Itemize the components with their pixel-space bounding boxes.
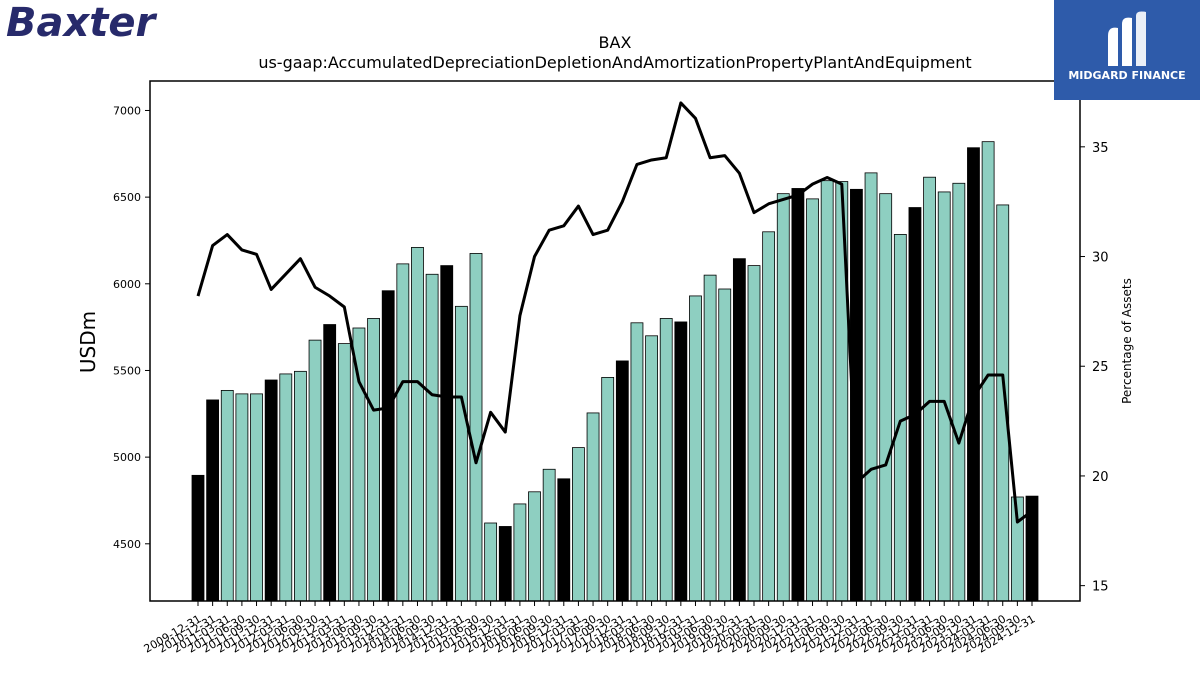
bar-2018-03-31 [630, 322, 644, 602]
chart-title: BAX [599, 33, 632, 52]
bar-2021-03-31 [806, 198, 819, 602]
bar-2017-03-31 [572, 447, 585, 602]
bar-2011-09-30 [250, 393, 263, 602]
bar-2013-06-30 [352, 327, 366, 602]
bar-2023-09-30 [952, 182, 966, 602]
bar-2019-12-31 [732, 258, 746, 602]
midgard-finance-label: MIDGARD FINANCE [1068, 69, 1186, 82]
bar-2017-06-30 [586, 412, 600, 602]
y2-tick-label: 35 [1092, 141, 1109, 156]
y-tick-label: 5500 [113, 364, 141, 377]
bar-2015-03-31 [454, 305, 468, 602]
bar-2012-06-30 [294, 370, 307, 602]
bar-2014-09-30 [425, 273, 439, 602]
chart-subtitle: us-gaap:AccumulatedDepreciationDepletion… [258, 53, 971, 72]
bar-2016-12-31 [557, 478, 571, 602]
bar-2015-06-30 [469, 253, 483, 602]
y2-tick-label: 15 [1092, 580, 1109, 595]
bar-2020-09-30 [776, 193, 790, 602]
bar-2012-09-30 [308, 339, 322, 602]
bar-2019-06-30 [703, 274, 717, 602]
y2-tick-label: 30 [1092, 251, 1109, 266]
bar-2017-09-30 [601, 376, 615, 602]
bar-2016-09-30 [542, 468, 556, 602]
bar-2014-12-31 [440, 265, 454, 602]
bar-2024-03-31 [981, 141, 995, 602]
bar-2023-03-31 [923, 176, 936, 602]
bar-2009-12-31 [191, 474, 205, 602]
percentage-line [196, 101, 1033, 524]
y-axis-label: USDm [76, 311, 100, 373]
bar-2021-06-30 [820, 180, 834, 602]
bar-2011-12-31 [264, 379, 278, 602]
bar-2013-09-30 [367, 318, 380, 602]
bar-2020-03-31 [747, 265, 761, 602]
y-tick-label: 4500 [113, 538, 141, 551]
bar-2023-06-30 [937, 191, 951, 602]
bar-2011-06-30 [235, 393, 249, 602]
bar-2012-12-31 [323, 324, 337, 602]
y2-tick-label: 20 [1092, 470, 1109, 485]
y2-tick-label: 25 [1092, 360, 1109, 375]
midgard-mark-icon [1108, 11, 1146, 67]
bar-2010-12-31 [206, 399, 220, 602]
y2-axis-label: Percentage of Assets [1120, 278, 1134, 404]
y-tick-label: 5000 [113, 451, 141, 464]
bar-2022-06-30 [879, 193, 893, 602]
bar-2018-12-31 [674, 321, 688, 602]
bar-2017-12-31 [615, 360, 629, 602]
bar-2014-03-31 [396, 263, 410, 602]
bar-2022-03-31 [864, 172, 878, 602]
midgard-finance-logo: MIDGARD FINANCE [1054, 0, 1200, 100]
y-tick-label: 6000 [113, 278, 141, 291]
plot-frame [149, 80, 1081, 602]
bar-2015-12-31 [498, 526, 512, 602]
bar-2013-03-31 [337, 343, 351, 602]
y-tick-label: 7000 [113, 104, 141, 117]
bar-2023-12-31 [967, 147, 980, 602]
bar-2011-03-31 [220, 389, 234, 602]
bar-2013-12-31 [381, 290, 395, 602]
bar-2018-06-30 [645, 335, 658, 602]
bar-2019-03-31 [689, 295, 702, 602]
y-tick-label: 6500 [113, 191, 141, 204]
bar-2016-06-30 [528, 491, 541, 602]
bar-2022-12-31 [908, 207, 922, 602]
bar-2018-09-30 [659, 318, 673, 602]
bar-2020-06-30 [762, 231, 776, 602]
bar-2014-06-30 [411, 246, 424, 602]
bar-2012-03-31 [279, 373, 293, 602]
baxter-logo: Baxter [6, 0, 156, 46]
bar-2020-12-31 [791, 188, 805, 602]
bar-2019-09-30 [718, 288, 732, 602]
bar-2016-03-31 [513, 503, 527, 602]
bar-2015-09-30 [484, 522, 498, 602]
